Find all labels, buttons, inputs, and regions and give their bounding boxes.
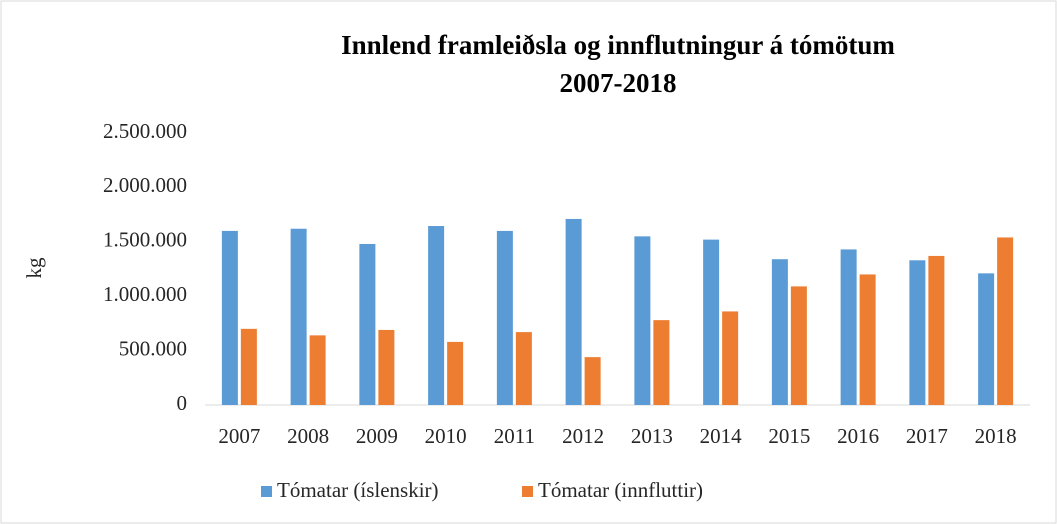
x-tick-label: 2017: [906, 424, 948, 448]
y-tick-label: 2.000.000: [103, 173, 187, 197]
bar: [722, 311, 739, 405]
legend-swatch: [261, 486, 272, 497]
legend-swatch: [522, 486, 533, 497]
x-tick-label: 2012: [562, 424, 604, 448]
legend-label: Tómatar (íslenskir): [277, 478, 439, 502]
bar: [428, 226, 445, 405]
bar: [378, 329, 395, 405]
bar: [978, 273, 995, 405]
bar: [515, 332, 532, 405]
bar: [997, 237, 1014, 405]
bar: [584, 357, 601, 405]
bar: [928, 255, 945, 405]
bar: [634, 236, 651, 405]
legend-label: Tómatar (innfluttir): [538, 478, 703, 502]
x-tick-label: 2011: [494, 424, 535, 448]
bar: [290, 228, 307, 405]
bar: [653, 320, 670, 405]
chart-title: 2007-2018: [560, 68, 677, 98]
y-tick-label: 2.500.000: [103, 119, 187, 143]
bar: [790, 286, 807, 405]
x-tick-label: 2014: [700, 424, 743, 448]
bar: [447, 341, 464, 405]
y-tick-label: 1.500.000: [103, 228, 187, 252]
bar: [359, 243, 376, 405]
y-tick-label: 1.000.000: [103, 282, 187, 306]
bar: [909, 260, 926, 405]
bar: [840, 249, 857, 405]
x-tick-label: 2016: [837, 424, 879, 448]
bar: [309, 335, 326, 405]
y-axis-label: kg: [22, 257, 46, 279]
x-tick-label: 2015: [768, 424, 810, 448]
bar: [703, 239, 720, 405]
y-tick-label: 0: [177, 391, 188, 415]
x-tick-label: 2008: [287, 424, 329, 448]
bar: [221, 230, 238, 405]
x-tick-label: 2013: [631, 424, 673, 448]
bar: [496, 230, 513, 405]
chart-title: Innlend framleiðsla og innflutningur á t…: [341, 30, 895, 60]
bar: [565, 218, 582, 405]
x-tick-label: 2010: [425, 424, 467, 448]
bar: [859, 274, 876, 405]
x-tick-label: 2018: [975, 424, 1017, 448]
x-tick-label: 2007: [218, 424, 260, 448]
x-tick-label: 2009: [356, 424, 398, 448]
bar: [771, 259, 788, 405]
y-tick-label: 500.000: [119, 336, 187, 360]
bar: [240, 328, 257, 405]
